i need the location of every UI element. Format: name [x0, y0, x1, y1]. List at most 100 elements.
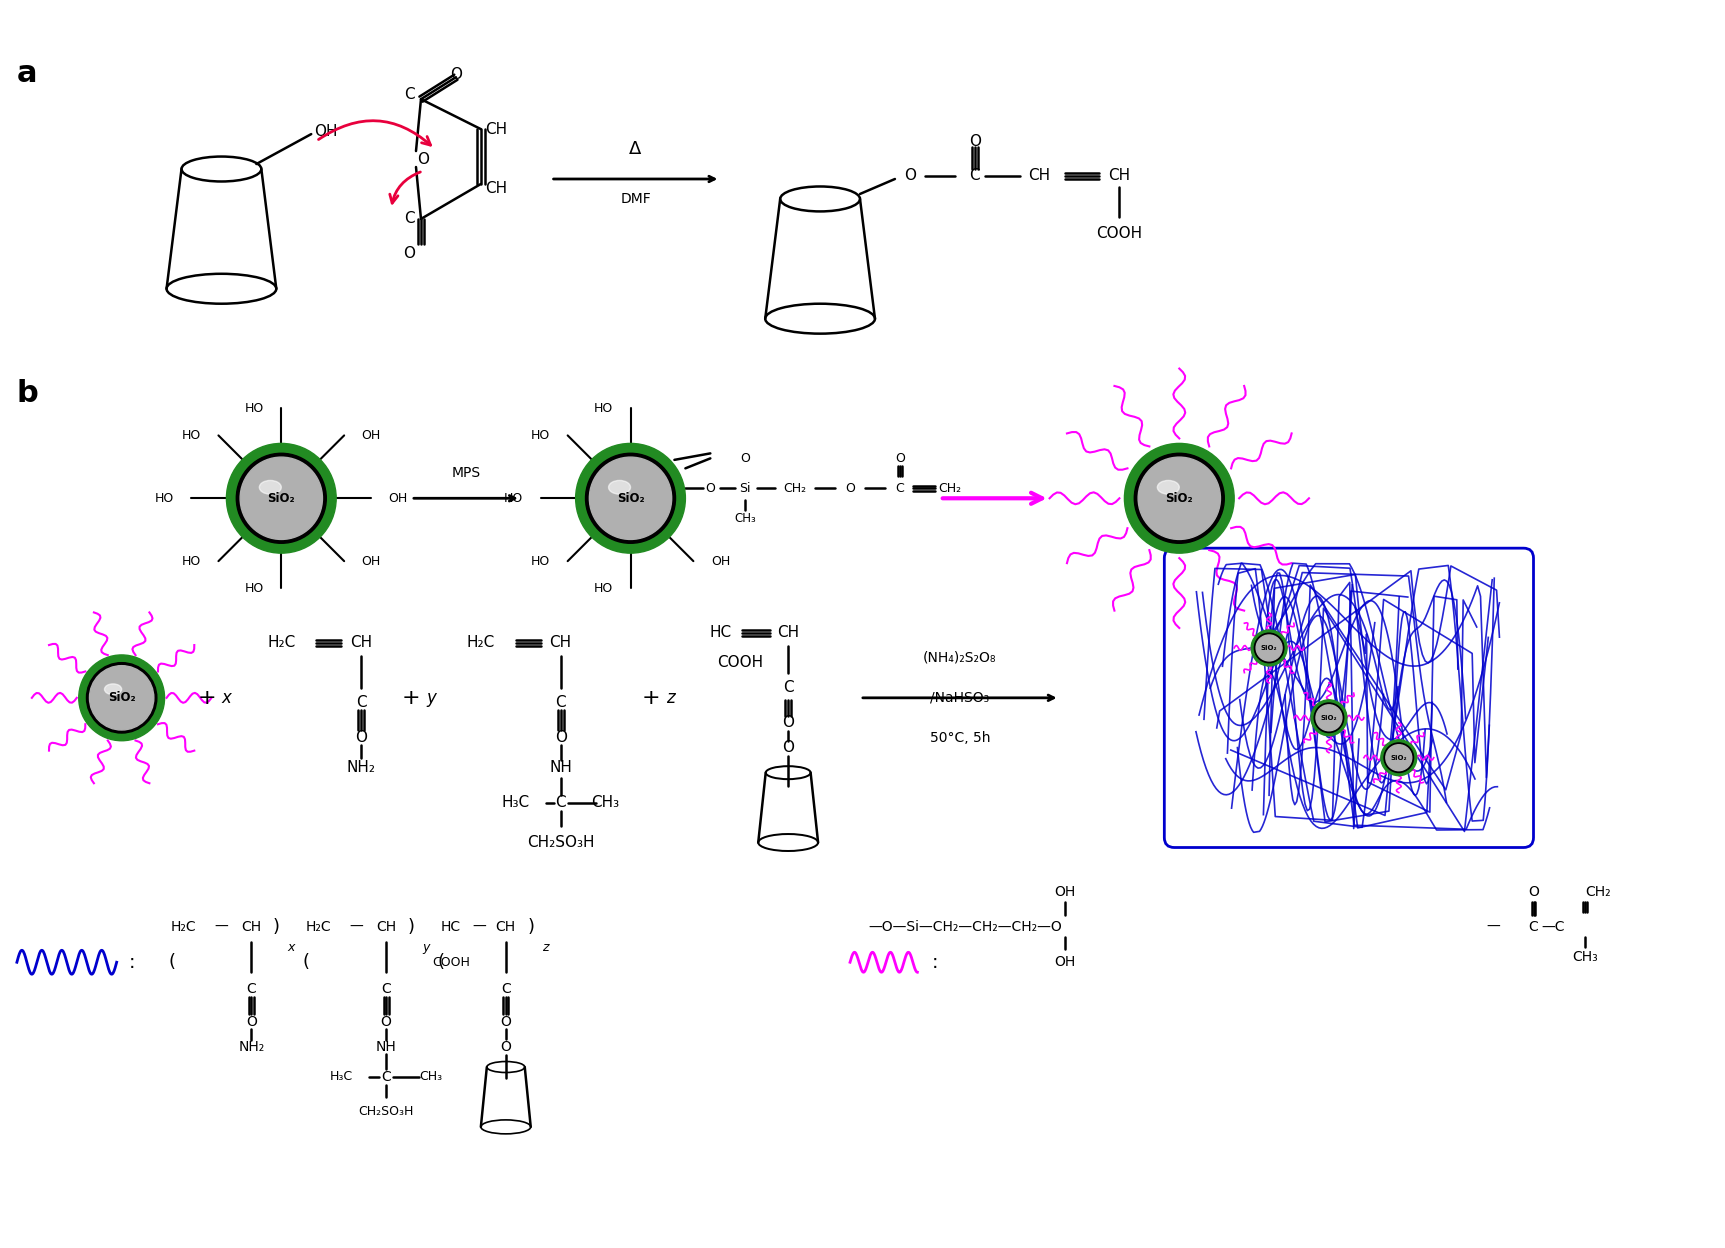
Circle shape [1316, 705, 1342, 731]
Text: O: O [500, 1015, 511, 1030]
Text: CH: CH [776, 625, 799, 640]
Circle shape [90, 665, 154, 730]
Circle shape [226, 443, 336, 553]
Ellipse shape [105, 684, 122, 695]
Text: H₂C: H₂C [171, 920, 197, 935]
Text: ): ) [407, 919, 414, 936]
Text: SiO₂: SiO₂ [1261, 645, 1278, 651]
Text: HC: HC [442, 920, 461, 935]
Text: SiO₂: SiO₂ [1390, 755, 1408, 761]
Text: O: O [706, 482, 716, 494]
Text: +: + [402, 688, 421, 708]
Text: CH: CH [1109, 168, 1130, 183]
Text: x: x [288, 941, 295, 953]
Text: O: O [247, 1015, 257, 1030]
Text: HO: HO [245, 582, 264, 594]
Text: —C: —C [1542, 920, 1565, 935]
Text: C: C [381, 982, 392, 996]
Text: CH₃: CH₃ [592, 795, 619, 810]
Circle shape [1254, 633, 1283, 663]
Text: HO: HO [181, 554, 200, 568]
Text: SiO₂: SiO₂ [1166, 492, 1194, 504]
Text: O: O [500, 1040, 511, 1055]
Text: CH₂SO₃H: CH₂SO₃H [359, 1106, 414, 1118]
Text: O: O [355, 730, 367, 745]
Circle shape [79, 655, 164, 741]
Ellipse shape [259, 480, 281, 494]
Text: NH: NH [549, 760, 573, 775]
Text: C: C [500, 982, 511, 996]
Text: C: C [404, 86, 414, 101]
Text: CH₃: CH₃ [735, 512, 756, 524]
Circle shape [86, 663, 157, 733]
Text: b: b [17, 378, 38, 408]
Text: OH: OH [314, 124, 338, 139]
Text: H₃C: H₃C [329, 1071, 352, 1083]
Text: +: + [197, 688, 216, 708]
Text: :: : [128, 952, 135, 972]
Circle shape [1311, 700, 1347, 736]
Circle shape [1135, 453, 1225, 543]
Text: H₂C: H₂C [267, 635, 295, 650]
Text: C: C [555, 795, 566, 810]
Text: CH: CH [485, 121, 507, 136]
Text: —: — [473, 920, 486, 935]
Text: H₂C: H₂C [467, 635, 495, 650]
Text: O: O [895, 452, 906, 464]
Circle shape [1385, 745, 1411, 771]
Text: —: — [348, 920, 362, 935]
Text: NH₂: NH₂ [347, 760, 376, 775]
Text: CH₂SO₃H: CH₂SO₃H [526, 835, 595, 850]
Text: H₃C: H₃C [502, 795, 530, 810]
Circle shape [240, 457, 323, 539]
Text: HO: HO [531, 429, 550, 442]
Text: COOH: COOH [431, 956, 469, 968]
Text: CH₃: CH₃ [1573, 950, 1599, 965]
Circle shape [576, 443, 685, 553]
Text: O: O [381, 1015, 392, 1030]
Circle shape [1256, 635, 1282, 661]
Text: HO: HO [245, 402, 264, 416]
Text: HO: HO [531, 554, 550, 568]
Text: SiO₂: SiO₂ [618, 492, 645, 504]
Text: CH₃: CH₃ [419, 1071, 443, 1083]
Circle shape [1383, 743, 1413, 773]
Text: ): ) [528, 919, 535, 936]
Text: CH₂: CH₂ [1585, 885, 1611, 900]
Text: C: C [555, 695, 566, 710]
Text: DMF: DMF [619, 192, 650, 206]
Text: CH: CH [242, 920, 262, 935]
Text: C: C [404, 211, 414, 226]
Text: HO: HO [155, 492, 174, 504]
Text: a: a [17, 59, 38, 89]
Text: COOH: COOH [718, 655, 764, 670]
Text: CH₂: CH₂ [938, 482, 961, 494]
Text: O: O [404, 246, 416, 261]
Text: O: O [904, 168, 916, 183]
Text: CH: CH [550, 635, 571, 650]
Text: —: — [1487, 920, 1501, 935]
Text: C: C [969, 168, 980, 183]
Text: HC: HC [709, 625, 731, 640]
Text: O: O [450, 66, 462, 81]
Circle shape [1380, 740, 1416, 776]
Text: C: C [895, 482, 904, 494]
Ellipse shape [1157, 480, 1180, 494]
Text: CH: CH [350, 635, 373, 650]
Text: O: O [555, 730, 568, 745]
Text: —: — [214, 920, 228, 935]
Circle shape [236, 453, 326, 543]
Text: O: O [969, 134, 982, 149]
Text: O: O [781, 715, 794, 730]
Circle shape [1314, 703, 1344, 733]
Text: H₂C: H₂C [305, 920, 331, 935]
Circle shape [590, 457, 671, 539]
Text: 50°C, 5h: 50°C, 5h [930, 731, 990, 745]
Text: HO: HO [593, 582, 612, 594]
Text: CH₂: CH₂ [783, 482, 807, 494]
Text: —O—Si—CH₂—CH₂—CH₂—O: —O—Si—CH₂—CH₂—CH₂—O [868, 920, 1061, 935]
Text: O: O [1528, 885, 1539, 900]
Text: +: + [642, 688, 659, 708]
Text: y: y [426, 689, 436, 706]
Text: OH: OH [388, 492, 407, 504]
